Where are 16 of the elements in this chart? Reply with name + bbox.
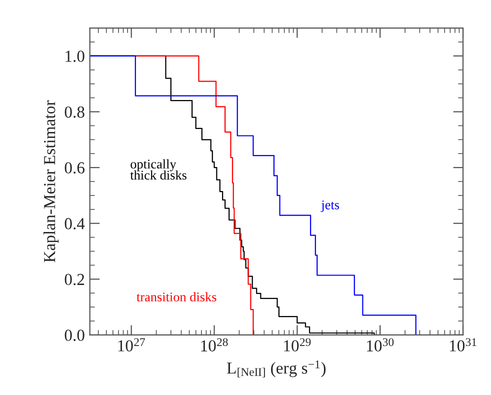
y-tick-label: 0.8 bbox=[64, 106, 84, 118]
x-tick-label: 10$^{27}$ bbox=[118, 338, 145, 352]
y-tick-label: 0.0 bbox=[64, 330, 84, 341]
y-tick-label: 0.6 bbox=[64, 162, 84, 174]
x-axis-title: L$_{[NeII]}$ (erg s$^{−1}$) bbox=[226, 360, 326, 378]
series-label: optically thick disks bbox=[130, 159, 186, 180]
x-tick-label: 10$^{28}$ bbox=[201, 338, 228, 352]
y-tick-label: 0.4 bbox=[64, 218, 85, 230]
y-tick-label: 1.0 bbox=[66, 50, 84, 62]
series-label: jets bbox=[320, 200, 340, 212]
x-tick-label: 10$^{30}$ bbox=[367, 338, 394, 352]
text: transition disks bbox=[136, 292, 216, 302]
y-tick-label: 0.2 bbox=[64, 274, 84, 286]
y-axis-title: Kaplan-Meier Estimator bbox=[43, 100, 59, 262]
x-tick-label: 10$^{31}$ bbox=[450, 338, 476, 352]
x-tick-label: 10$^{29}$ bbox=[284, 338, 311, 352]
